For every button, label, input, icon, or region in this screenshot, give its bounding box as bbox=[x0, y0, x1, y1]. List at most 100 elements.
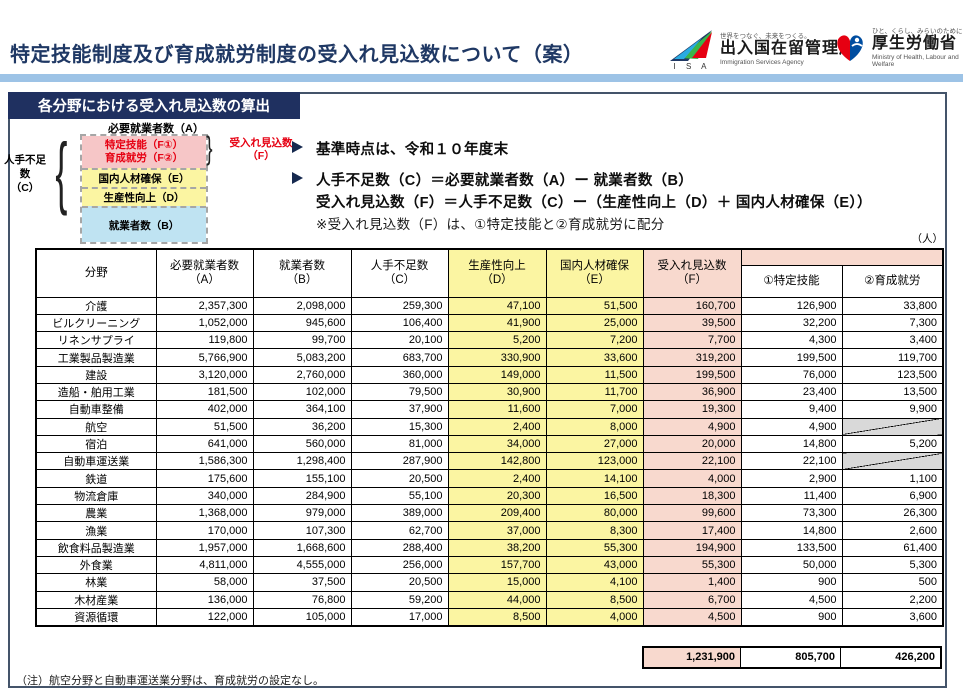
table-cell: 15,000 bbox=[447, 573, 547, 592]
table-cell: 37,500 bbox=[252, 573, 352, 592]
table-cell: 47,100 bbox=[447, 296, 547, 315]
table-cell: 2,098,000 bbox=[252, 296, 352, 315]
table-row: 航空 51,500 36,200 15,300 2,400 8,000 4,900 4,900 bbox=[35, 417, 944, 436]
table-cell: 4,555,000 bbox=[252, 555, 352, 575]
isa-name: 出入国在留管理庁 bbox=[720, 40, 857, 58]
table-cell: 73,300 bbox=[740, 504, 843, 523]
table-cell: 119,800 bbox=[155, 331, 254, 350]
table-cell: 1,400 bbox=[642, 573, 742, 592]
diagram-label-shortage: 人手不足数 （C） bbox=[0, 153, 50, 195]
table-row: 介護 2,357,300 2,098,000 259,300 47,100 51,500 1… bbox=[35, 296, 944, 315]
table-cell: 979,000 bbox=[252, 504, 352, 523]
table-row: 飲食料品製造業 1,957,000 1,668,600 288,400 38,200 55… bbox=[35, 538, 944, 557]
table-row: 農業 1,368,000 979,000 389,000 209,400 80,000 99… bbox=[35, 504, 944, 523]
table-row: リネンサプライ 119,800 99,700 20,100 5,200 7,200 7,70… bbox=[35, 331, 944, 350]
table-cell: 23,400 bbox=[740, 382, 843, 402]
row-label: 航空 bbox=[35, 417, 157, 436]
total-tokutei: 805,700 bbox=[740, 648, 840, 667]
formula-note: ※受入れ見込数（F）は、①特定技能と②育成就労に配分 bbox=[316, 217, 665, 232]
table-cell: 2,357,300 bbox=[155, 296, 254, 315]
table-cell: 11,500 bbox=[545, 365, 644, 384]
table-cell: 20,000 bbox=[642, 434, 742, 454]
table-cell: 105,000 bbox=[252, 607, 352, 627]
table-cell: 259,300 bbox=[350, 296, 449, 315]
diagram-tokutei-label: 特定技能（F①） bbox=[104, 139, 184, 151]
table-cell: 8,500 bbox=[447, 607, 547, 627]
table-cell: 288,400 bbox=[350, 538, 449, 557]
table-row: 宿泊 641,000 560,000 81,000 34,000 27,000 20,000… bbox=[35, 434, 944, 454]
table-row: 木材産業 136,000 76,800 59,200 44,000 8,500 6,700 4… bbox=[35, 590, 944, 609]
table-cell: 20,100 bbox=[350, 331, 449, 350]
col-header: 分野 bbox=[35, 248, 157, 298]
table-cell: 7,200 bbox=[545, 331, 644, 350]
table-cell: 3,600 bbox=[841, 607, 944, 627]
table-row: 物流倉庫 340,000 284,900 55,100 20,300 16,500 18,3… bbox=[35, 486, 944, 506]
table-cell: 330,900 bbox=[447, 348, 547, 367]
table-cell: 18,300 bbox=[642, 486, 742, 506]
isa-abbr: I S A bbox=[673, 62, 711, 71]
table-cell: 13,500 bbox=[841, 382, 944, 402]
table-row: ビルクリーニング 1,052,000 945,600 106,400 41,900 25,… bbox=[35, 313, 944, 333]
table-cell: 22,100 bbox=[740, 452, 843, 471]
table-cell: 76,000 bbox=[740, 365, 843, 384]
table-cell: 1,052,000 bbox=[155, 313, 254, 333]
total-forecast: 1,231,900 bbox=[644, 648, 740, 667]
table-cell: 7,700 bbox=[642, 331, 742, 350]
table-cell bbox=[841, 452, 944, 471]
table-cell: 51,500 bbox=[155, 417, 254, 436]
row-label: 飲食料品製造業 bbox=[35, 538, 157, 557]
diagram-box-forecast: 特定技能（F①） 育成就労（F②） bbox=[82, 136, 206, 168]
forecast-label-line1: 受入れ見込数 bbox=[229, 137, 293, 149]
table-cell: 106,400 bbox=[350, 313, 449, 333]
table-cell: 155,100 bbox=[252, 469, 352, 488]
table-cell: 160,700 bbox=[642, 296, 742, 315]
table-cell: 1,100 bbox=[841, 469, 944, 488]
table-cell: 641,000 bbox=[155, 434, 254, 454]
row-label: 林業 bbox=[35, 573, 157, 592]
table-cell: 58,000 bbox=[155, 573, 254, 592]
table-cell: 170,000 bbox=[155, 521, 254, 540]
row-label: リネンサプライ bbox=[35, 331, 157, 350]
table-cell: 5,300 bbox=[841, 555, 944, 575]
table-cell: 41,900 bbox=[447, 313, 547, 333]
row-label: 自動車整備 bbox=[35, 400, 157, 419]
table-cell: 4,500 bbox=[740, 590, 843, 609]
table-cell: 22,100 bbox=[642, 452, 742, 471]
table-cell: 123,500 bbox=[841, 365, 944, 384]
table-cell: 107,300 bbox=[252, 521, 352, 540]
table-cell: 37,900 bbox=[350, 400, 449, 419]
table-cell: 51,500 bbox=[545, 296, 644, 315]
table-cell: 119,700 bbox=[841, 348, 944, 367]
table-cell: 33,800 bbox=[841, 296, 944, 315]
table-cell: 284,900 bbox=[252, 486, 352, 506]
formula-shortage: 人手不足数（C）＝必要就業者数（A）ー 就業者数（B） bbox=[316, 173, 694, 189]
right-brace: } bbox=[206, 130, 213, 166]
table-cell: 2,760,000 bbox=[252, 365, 352, 384]
table-cell: 560,000 bbox=[252, 434, 352, 454]
row-label: 物流倉庫 bbox=[35, 486, 157, 506]
table-cell: 194,900 bbox=[642, 538, 742, 557]
table-row: 建設 3,120,000 2,760,000 360,000 149,000 11,500… bbox=[35, 365, 944, 384]
table-cell: 900 bbox=[740, 607, 843, 627]
col-header: ①特定技能 bbox=[740, 264, 843, 298]
forecast-table: 分野 必要就業者数 （A） 就業者数 （B） 人手不足数 （C） 生産性向上 （D） 国内人材確保… bbox=[35, 248, 944, 627]
table-cell: 6,900 bbox=[841, 486, 944, 506]
table-cell: 8,500 bbox=[545, 590, 644, 609]
footnote: （注）航空分野と自動車運送業分野は、育成就労の設定なし。 bbox=[16, 675, 324, 687]
table-cell: 319,200 bbox=[642, 348, 742, 367]
table-cell: 3,120,000 bbox=[155, 365, 254, 384]
table-cell: 683,700 bbox=[350, 348, 449, 367]
row-label: 介護 bbox=[35, 296, 157, 315]
table-cell: 79,500 bbox=[350, 382, 449, 402]
table-cell: 32,200 bbox=[740, 313, 843, 333]
table-cell: 256,000 bbox=[350, 555, 449, 575]
table-cell: 33,600 bbox=[545, 348, 644, 367]
col-header: 国内人材確保 （E） bbox=[545, 248, 644, 298]
row-label: 資源循環 bbox=[35, 607, 157, 627]
table-cell: 102,000 bbox=[252, 382, 352, 402]
table-cell: 38,200 bbox=[447, 538, 547, 557]
table-row: 自動車整備 402,000 364,100 37,900 11,600 7,000 19,3… bbox=[35, 400, 944, 419]
bullet-base-date: 基準時点は、令和１０年度末 bbox=[316, 142, 509, 158]
row-label: 農業 bbox=[35, 504, 157, 523]
